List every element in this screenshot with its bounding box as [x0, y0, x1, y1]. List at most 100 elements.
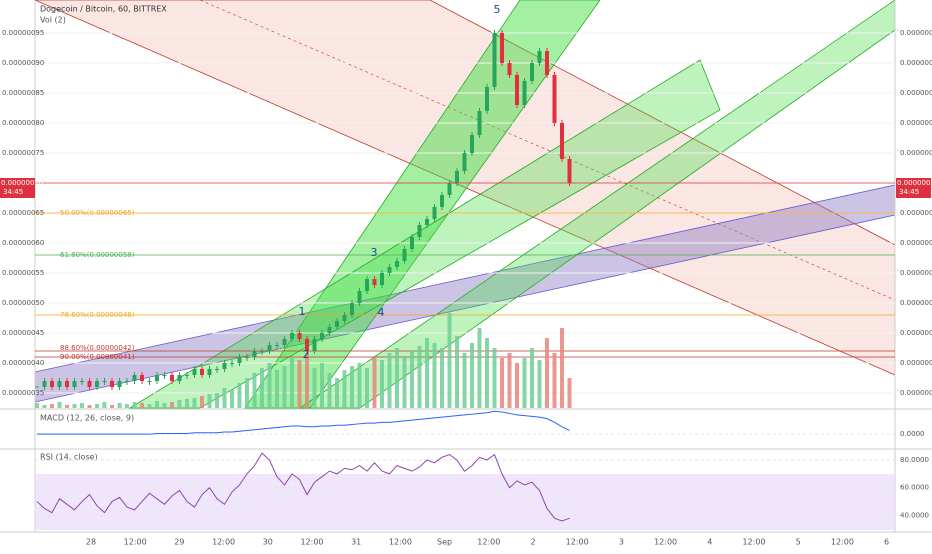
- volume-bar: [312, 368, 317, 408]
- volume-bar: [455, 336, 459, 408]
- price-tag-label: 0.00000070: [897, 179, 932, 187]
- x-tick-label: 12:00: [389, 538, 412, 547]
- candle: [50, 381, 54, 387]
- candle: [552, 75, 557, 123]
- candle: [147, 381, 152, 382]
- volume-bar: [282, 366, 287, 408]
- y-tick-label: 0.00000035: [900, 389, 932, 397]
- volume-bar: [237, 383, 242, 408]
- volume-bar: [485, 338, 489, 408]
- y-tick-label: 0.00000080: [2, 119, 44, 127]
- y-tick-label: 0.00000075: [900, 149, 932, 157]
- volume-bar: [95, 404, 99, 408]
- candle: [125, 381, 129, 382]
- candle: [470, 135, 474, 153]
- candle: [237, 357, 242, 363]
- volume-bar: [80, 403, 84, 408]
- candle: [372, 279, 377, 285]
- x-tick-label: 3: [619, 538, 624, 547]
- countdown: 34:45: [3, 188, 23, 196]
- y-tick-label: 0.0000: [900, 430, 925, 438]
- x-tick-label: 31: [351, 538, 361, 547]
- volume-bar: [395, 348, 399, 408]
- volume-bar: [357, 363, 362, 408]
- wave-label: 3: [371, 246, 378, 259]
- candle: [515, 75, 519, 105]
- candle: [282, 339, 287, 345]
- candle: [42, 381, 47, 387]
- volume-bar: [35, 403, 39, 408]
- candle: [417, 225, 422, 237]
- candle: [80, 381, 84, 382]
- volume-bar: [410, 350, 414, 408]
- candle: [440, 195, 444, 207]
- fib-label: 61.80%(0.00000058): [60, 251, 135, 259]
- candle: [35, 386, 39, 388]
- candle: [252, 351, 257, 357]
- candle: [275, 345, 279, 346]
- candle: [425, 219, 429, 225]
- price-tag: [896, 178, 931, 198]
- x-tick-label: 5: [796, 538, 801, 547]
- volume-bar: [507, 353, 512, 408]
- x-tick-label: 12:00: [742, 538, 765, 547]
- price-tag-label: 0.00000070: [1, 179, 43, 187]
- volume-bar: [350, 366, 354, 408]
- volume-label: Vol (2): [40, 16, 66, 25]
- volume-bar: [200, 396, 204, 408]
- volume-bar: [387, 353, 392, 408]
- green-channel: [244, 0, 601, 409]
- candle: [447, 183, 452, 195]
- candle: [155, 375, 159, 381]
- volume-bar: [462, 353, 467, 408]
- volume-bar: [147, 404, 152, 408]
- volume-bar: [87, 405, 92, 408]
- volume-bar: [140, 403, 144, 408]
- volume-bar: [177, 400, 182, 408]
- volume-bar: [297, 360, 302, 408]
- wave-label: 1: [299, 305, 306, 318]
- volume-bar: [132, 402, 137, 408]
- volume-bar: [72, 404, 77, 408]
- y-tick-label: 0.00000040: [2, 359, 44, 367]
- volume-bar: [342, 370, 347, 408]
- candle: [477, 111, 482, 135]
- volume-bar: [215, 393, 219, 408]
- volume-bar: [477, 328, 482, 408]
- x-tick-label: 12:00: [124, 538, 147, 547]
- volume-bar: [267, 363, 272, 408]
- candle: [132, 375, 137, 381]
- volume-bar: [552, 353, 557, 408]
- candle: [560, 123, 564, 159]
- price-tag: [0, 178, 35, 198]
- candle: [267, 345, 272, 351]
- candle: [260, 351, 264, 352]
- volume-bar: [222, 388, 227, 408]
- candle: [395, 261, 399, 267]
- candle: [102, 381, 107, 382]
- y-tick-label: 0.00000075: [2, 149, 44, 157]
- y-tick-label: 0.00000090: [2, 59, 44, 67]
- rsi-label: RSI (14, close): [40, 453, 98, 462]
- candle: [567, 159, 572, 183]
- candle: [522, 81, 527, 105]
- y-tick-label: 80.0000: [900, 456, 929, 464]
- candle: [492, 33, 497, 87]
- x-tick-label: 30: [263, 538, 273, 547]
- x-tick-label: 6: [884, 538, 889, 547]
- volume-bar: [522, 358, 527, 408]
- volume-bar: [155, 401, 159, 408]
- volume-bar: [327, 373, 332, 408]
- y-tick-label: 0.00000045: [2, 329, 44, 337]
- volume-bar: [567, 378, 572, 408]
- candle: [327, 327, 332, 333]
- y-tick-label: 0.00000065: [2, 209, 44, 217]
- candle: [65, 381, 69, 387]
- volume-bar: [230, 390, 234, 408]
- candle: [95, 381, 99, 387]
- volume-bar: [365, 368, 369, 408]
- candle: [500, 33, 504, 63]
- x-tick-label: 12:00: [654, 538, 677, 547]
- candle: [170, 375, 174, 381]
